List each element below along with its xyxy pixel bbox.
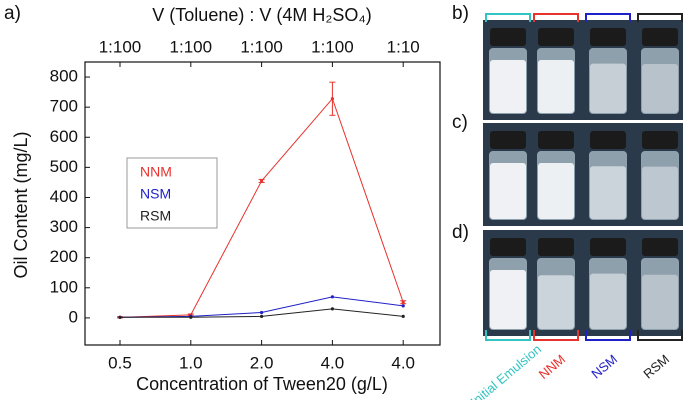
panel-label: b) [452,3,469,24]
series-line [119,296,404,318]
panel-label: c) [452,112,468,133]
bottle-cap [490,28,526,46]
x-tick-label: 2.0 [250,353,274,372]
point [401,304,405,308]
plot-frame [84,61,441,346]
bottle-cap [642,131,678,149]
bottle-cap [490,238,526,256]
top-tick-label: 1:100 [99,37,142,56]
bottle-body [641,151,679,220]
bottle-cap [590,131,626,149]
top-tick-label: 1:10 [387,37,420,56]
point [118,315,122,319]
bracket [585,13,631,22]
point [401,314,405,318]
bracket [533,13,579,22]
y-axis-title: Oil Content (mg/L) [11,131,31,278]
liquid [490,60,526,113]
bottle-cap [538,28,574,46]
y-tick-label: 400 [50,187,78,206]
liquid [590,273,626,329]
y-tick-label: 500 [50,157,78,176]
point [189,315,193,319]
legend-box [126,157,218,229]
top-axis-title: V (Toluene) : V (4M H₂SO₄) [152,5,371,25]
top-tick-label: 1:100 [240,37,283,56]
bottle-body [641,48,679,114]
point [260,314,264,318]
bracket [637,13,683,22]
y-tick-label: 100 [50,277,78,296]
bracket [485,13,531,22]
x-axis-title: Concentration of Tween20 (g/L) [136,374,388,394]
point [260,310,264,315]
bracket [485,330,531,341]
liquid [538,163,574,219]
y-tick-label: 600 [50,127,78,146]
bottle-cap [642,28,678,46]
bottle-cap [642,238,678,256]
bottle-body [641,258,679,330]
y-tick-label: 200 [50,247,78,266]
liquid [590,166,626,219]
liquid [642,274,678,329]
bottle-cap [538,131,574,149]
panel-label: d) [452,222,469,243]
bracket [533,330,579,341]
liquid [642,64,678,113]
x-tick-label: 4.0 [391,353,415,372]
x-tick-label: 4.0 [321,353,345,372]
liquid [538,275,574,329]
bracket [637,330,683,341]
liquid [490,163,526,219]
bottle-cap [490,131,526,149]
point [330,307,334,311]
y-tick-label: 300 [50,217,78,236]
bottle-cap [538,238,574,256]
sample-label: RSM [640,351,672,381]
bottle-cap [590,238,626,256]
liquid [490,270,526,329]
y-tick-label: 0 [69,307,78,326]
x-tick-label: 1.0 [179,353,203,372]
top-tick-label: 1:100 [170,37,213,56]
point [330,295,334,299]
liquid [642,166,678,219]
bracket [585,330,631,341]
liquid [538,60,574,113]
x-tick-label: 0.5 [108,353,132,372]
legend-label: NSM [140,186,171,202]
legend-label: RSM [140,208,171,224]
panel-label: a) [4,3,21,24]
sample-label: NSM [588,351,620,381]
y-tick-label: 800 [50,67,78,86]
y-tick-label: 700 [50,97,78,116]
liquid [590,63,626,113]
bottle-cap [590,28,626,46]
legend-label: NNM [140,164,172,180]
sample-label: Initial Emulsion [468,341,545,400]
top-tick-label: 1:100 [311,37,354,56]
sample-label: NNM [536,351,568,382]
